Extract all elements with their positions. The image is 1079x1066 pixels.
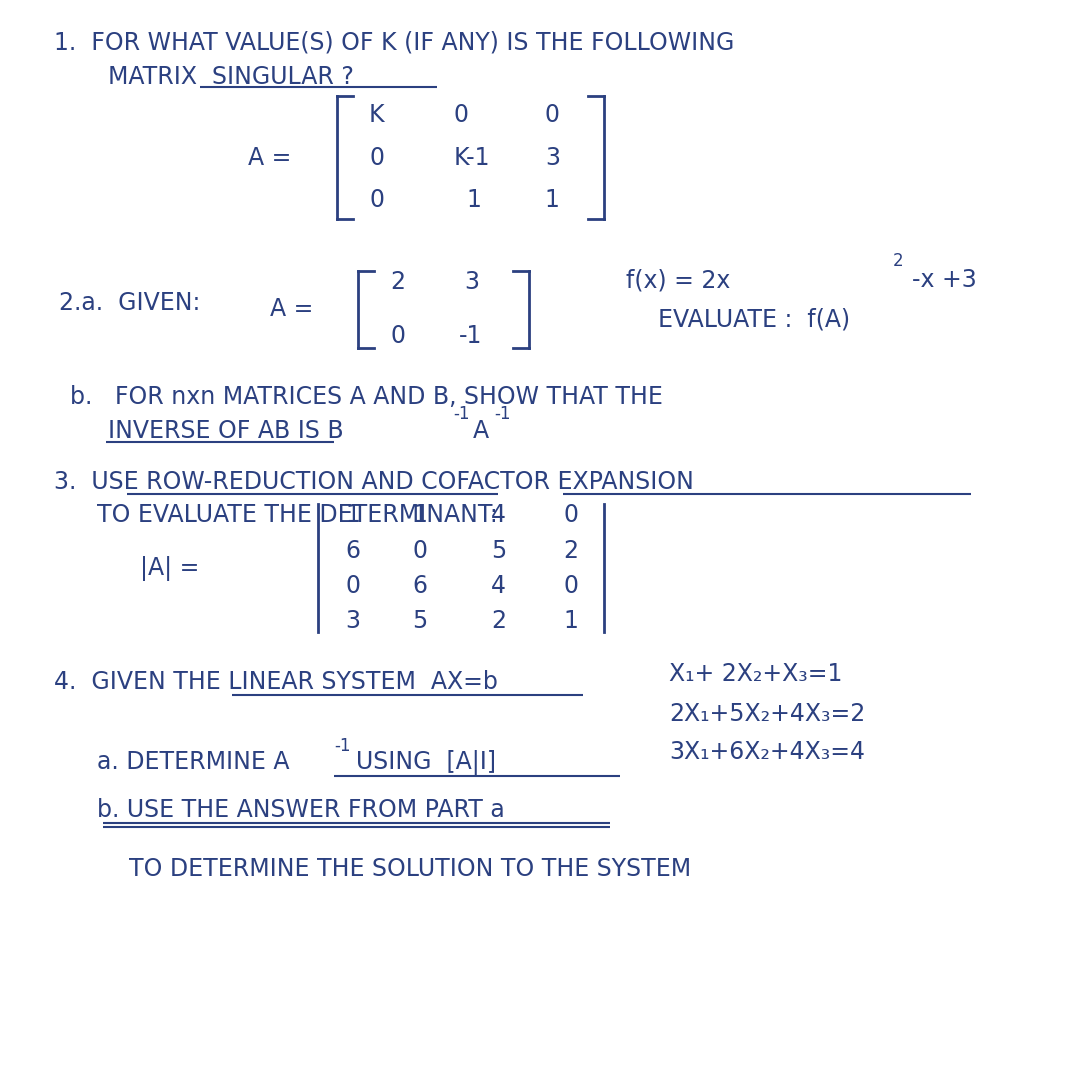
Text: 6: 6 bbox=[345, 538, 360, 563]
Text: 1: 1 bbox=[466, 189, 481, 212]
Text: -1: -1 bbox=[334, 738, 351, 755]
Text: 1: 1 bbox=[563, 609, 578, 633]
Text: f(x) = 2x: f(x) = 2x bbox=[626, 269, 730, 292]
Text: 3.  USE ROW-REDUCTION AND COFACTOR EXPANSION: 3. USE ROW-REDUCTION AND COFACTOR EXPANS… bbox=[54, 470, 694, 494]
Text: -1: -1 bbox=[453, 405, 469, 422]
Text: 4.  GIVEN THE LINEAR SYSTEM  AX=b: 4. GIVEN THE LINEAR SYSTEM AX=b bbox=[54, 671, 497, 694]
Text: 1: 1 bbox=[345, 503, 360, 528]
Text: a. DETERMINE A: a. DETERMINE A bbox=[97, 750, 289, 774]
Text: 4: 4 bbox=[491, 503, 506, 528]
Text: 0: 0 bbox=[412, 538, 427, 563]
Text: K: K bbox=[369, 103, 384, 127]
Text: 3: 3 bbox=[345, 609, 360, 633]
Text: b.   FOR nxn MATRICES A AND B, SHOW THAT THE: b. FOR nxn MATRICES A AND B, SHOW THAT T… bbox=[70, 385, 663, 408]
Text: 0: 0 bbox=[545, 103, 560, 127]
Text: 5: 5 bbox=[412, 609, 427, 633]
Text: 2: 2 bbox=[563, 538, 578, 563]
Text: 3: 3 bbox=[545, 146, 560, 169]
Text: 0: 0 bbox=[369, 146, 384, 169]
Text: 2.a.  GIVEN:: 2.a. GIVEN: bbox=[59, 291, 201, 314]
Text: K-1: K-1 bbox=[453, 146, 490, 169]
Text: TO DETERMINE THE SOLUTION TO THE SYSTEM: TO DETERMINE THE SOLUTION TO THE SYSTEM bbox=[129, 857, 692, 881]
Text: 1: 1 bbox=[412, 503, 427, 528]
Text: -x +3: -x +3 bbox=[912, 269, 976, 292]
Text: 5: 5 bbox=[491, 538, 506, 563]
Text: 1: 1 bbox=[545, 189, 560, 212]
Text: 0: 0 bbox=[453, 103, 468, 127]
Text: 0: 0 bbox=[563, 503, 578, 528]
Text: 2X₁+5X₂+4X₃=2: 2X₁+5X₂+4X₃=2 bbox=[669, 702, 865, 726]
Text: X₁+ 2X₂+X₃=1: X₁+ 2X₂+X₃=1 bbox=[669, 662, 843, 685]
Text: A: A bbox=[473, 419, 489, 442]
Text: 0: 0 bbox=[563, 574, 578, 598]
Text: 2: 2 bbox=[391, 271, 406, 294]
Text: 3X₁+6X₂+4X₃=4: 3X₁+6X₂+4X₃=4 bbox=[669, 740, 865, 763]
Text: 2: 2 bbox=[892, 253, 903, 270]
Text: -1: -1 bbox=[494, 405, 510, 422]
Text: 6: 6 bbox=[412, 574, 427, 598]
Text: USING  [A|I]: USING [A|I] bbox=[356, 749, 496, 775]
Text: 0: 0 bbox=[345, 574, 360, 598]
Text: 2: 2 bbox=[491, 609, 506, 633]
Text: 4: 4 bbox=[491, 574, 506, 598]
Text: 3: 3 bbox=[464, 271, 479, 294]
Text: |A| =: |A| = bbox=[140, 555, 200, 581]
Text: INVERSE OF AB IS B: INVERSE OF AB IS B bbox=[108, 419, 343, 442]
Text: -1: -1 bbox=[459, 324, 482, 348]
Text: TO EVALUATE THE DETERMINANT:: TO EVALUATE THE DETERMINANT: bbox=[97, 503, 497, 527]
Text: A =: A = bbox=[270, 297, 313, 321]
Text: A =: A = bbox=[248, 146, 291, 169]
Text: 1.  FOR WHAT VALUE(S) OF K (IF ANY) IS THE FOLLOWING: 1. FOR WHAT VALUE(S) OF K (IF ANY) IS TH… bbox=[54, 31, 735, 54]
Text: 0: 0 bbox=[391, 324, 406, 348]
Text: EVALUATE :  f(A): EVALUATE : f(A) bbox=[658, 308, 850, 332]
Text: b. USE THE ANSWER FROM PART a: b. USE THE ANSWER FROM PART a bbox=[97, 798, 505, 822]
Text: 0: 0 bbox=[369, 189, 384, 212]
Text: MATRIX  SINGULAR ?: MATRIX SINGULAR ? bbox=[108, 65, 354, 88]
